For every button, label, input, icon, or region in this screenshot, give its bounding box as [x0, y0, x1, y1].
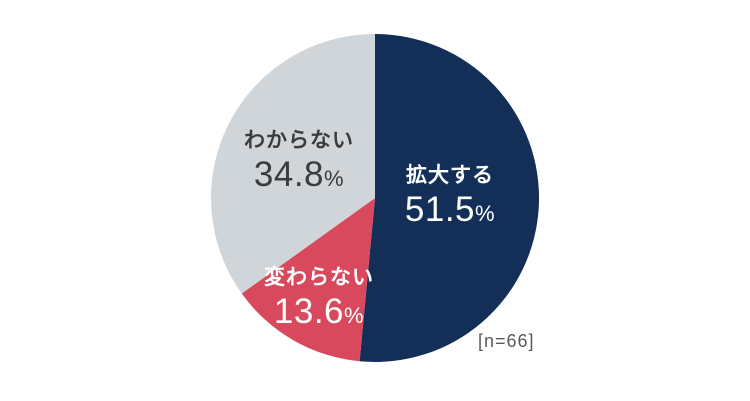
pie-slice-2 — [211, 34, 375, 294]
sample-size-label: [n=66] — [478, 331, 535, 351]
pie-slice-1 — [241, 198, 375, 362]
pie-slice-0 — [359, 33, 540, 363]
